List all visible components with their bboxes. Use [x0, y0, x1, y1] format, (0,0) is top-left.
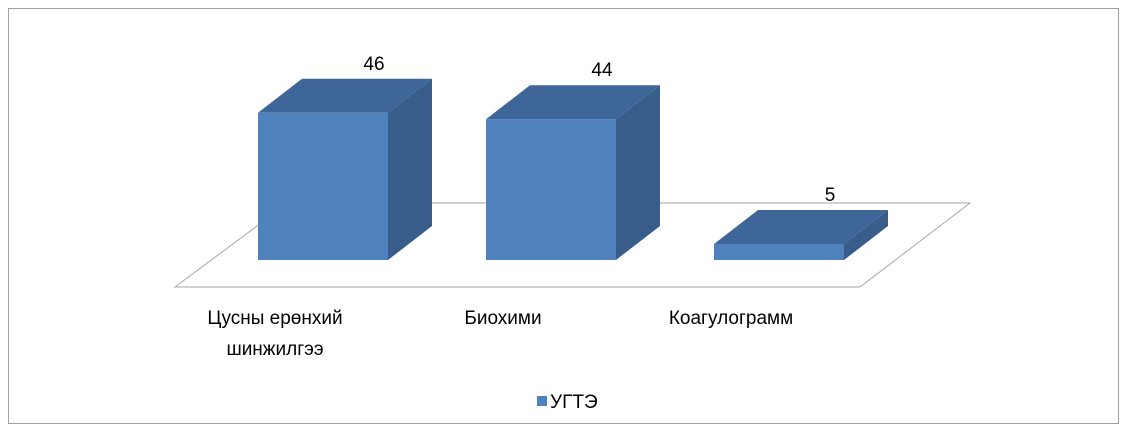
x-tick-label: Биохими	[464, 308, 542, 329]
bar-side	[388, 78, 432, 260]
bar-side	[844, 210, 888, 260]
value-label: 5	[825, 185, 836, 206]
legend-swatch	[537, 396, 547, 406]
chart-border	[8, 8, 1119, 424]
bar-top	[258, 78, 432, 113]
x-tick-label: Цусны ерөнхий шинжилгээ	[207, 308, 343, 360]
legend-label: УГТЭ	[550, 392, 598, 413]
bar-side	[616, 85, 660, 260]
value-label: 44	[591, 60, 613, 81]
bar	[258, 112, 388, 260]
value-label: 46	[363, 54, 384, 75]
x-tick-label: Коагулограмм	[668, 308, 794, 329]
bar	[486, 119, 616, 260]
bar-top	[714, 210, 888, 244]
bar-top	[486, 85, 660, 120]
bar	[714, 244, 844, 260]
